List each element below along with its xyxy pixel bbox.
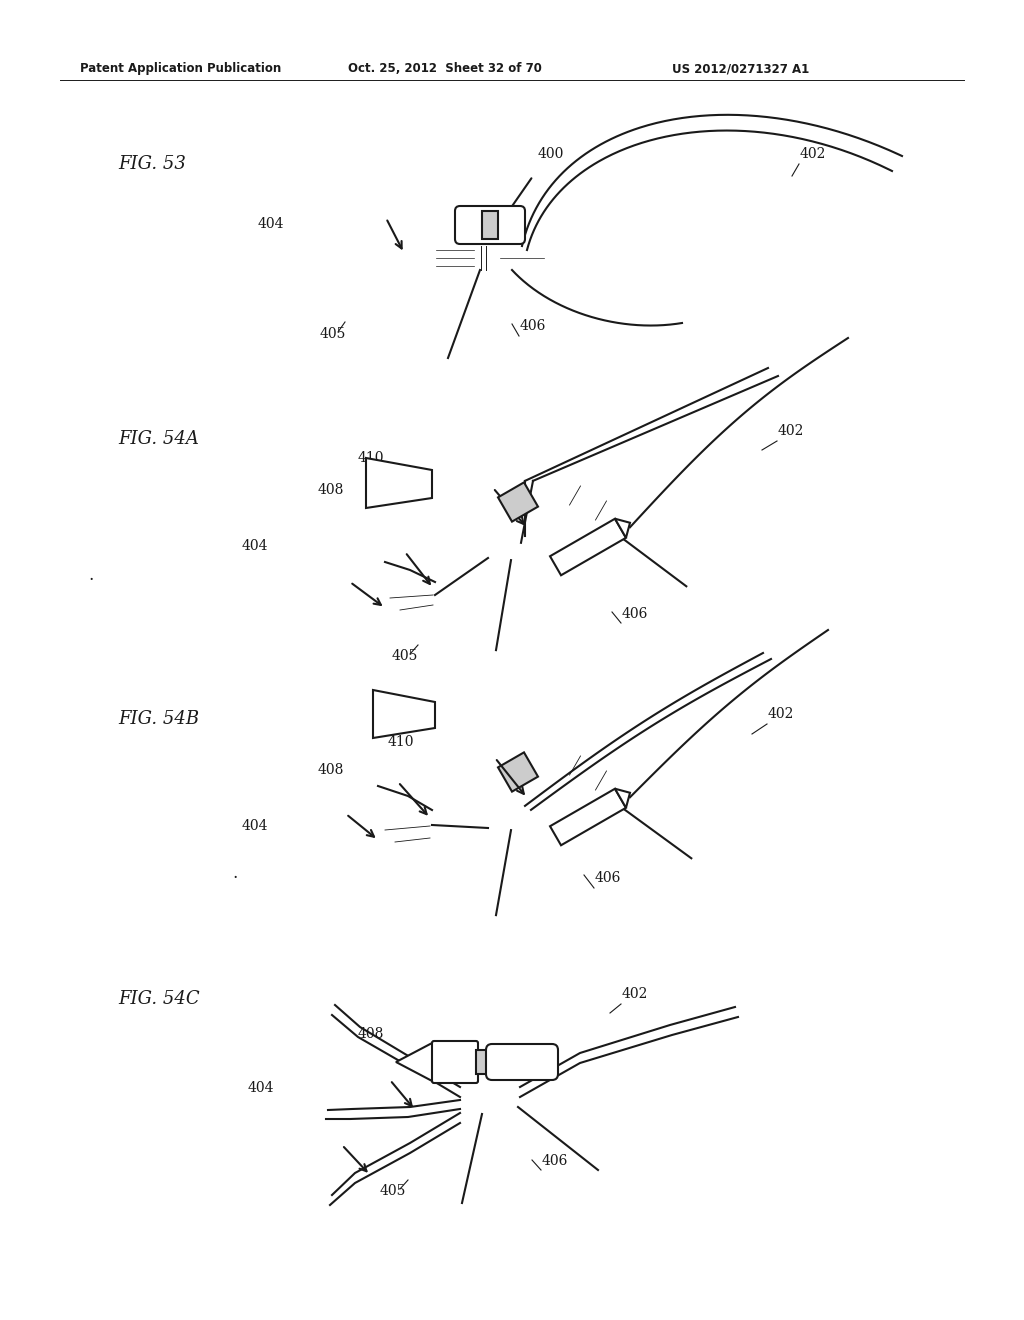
Text: 405: 405: [319, 327, 346, 341]
Text: 402: 402: [800, 147, 826, 161]
Text: .: .: [232, 865, 238, 882]
Polygon shape: [550, 519, 626, 576]
Text: FIG. 54C: FIG. 54C: [118, 990, 200, 1008]
Polygon shape: [615, 789, 630, 808]
Text: FIG. 54A: FIG. 54A: [118, 430, 199, 447]
Text: 405: 405: [392, 649, 419, 663]
Text: Patent Application Publication: Patent Application Publication: [80, 62, 282, 75]
Text: Oct. 25, 2012  Sheet 32 of 70: Oct. 25, 2012 Sheet 32 of 70: [348, 62, 542, 75]
Text: 402: 402: [778, 424, 805, 438]
Bar: [482, 211, 498, 239]
Text: 404: 404: [242, 539, 268, 553]
Polygon shape: [615, 519, 630, 537]
Text: 400: 400: [538, 147, 564, 161]
Text: 406: 406: [595, 871, 622, 884]
Text: 404: 404: [248, 1081, 274, 1096]
Text: 408: 408: [318, 763, 344, 777]
Polygon shape: [396, 1041, 434, 1082]
Polygon shape: [498, 752, 538, 792]
FancyBboxPatch shape: [486, 1044, 558, 1080]
Text: 406: 406: [622, 607, 648, 620]
Text: 408: 408: [318, 483, 344, 498]
Text: 410: 410: [388, 735, 415, 748]
Bar: [476, 1049, 492, 1074]
FancyBboxPatch shape: [455, 206, 525, 244]
Text: US 2012/0271327 A1: US 2012/0271327 A1: [672, 62, 809, 75]
Polygon shape: [550, 789, 626, 845]
Text: 405: 405: [380, 1184, 407, 1199]
Text: FIG. 53: FIG. 53: [118, 154, 186, 173]
Polygon shape: [366, 458, 432, 508]
Text: 404: 404: [242, 818, 268, 833]
Polygon shape: [373, 690, 435, 738]
FancyBboxPatch shape: [432, 1041, 478, 1082]
Text: 402: 402: [622, 987, 648, 1001]
Text: 402: 402: [768, 708, 795, 721]
Text: 406: 406: [520, 319, 547, 333]
Text: 404: 404: [258, 216, 285, 231]
Text: 410: 410: [358, 451, 384, 465]
Text: 408: 408: [358, 1027, 384, 1041]
Text: 406: 406: [542, 1154, 568, 1168]
Text: .: .: [88, 568, 93, 583]
Polygon shape: [498, 482, 538, 521]
Text: FIG. 54B: FIG. 54B: [118, 710, 199, 729]
